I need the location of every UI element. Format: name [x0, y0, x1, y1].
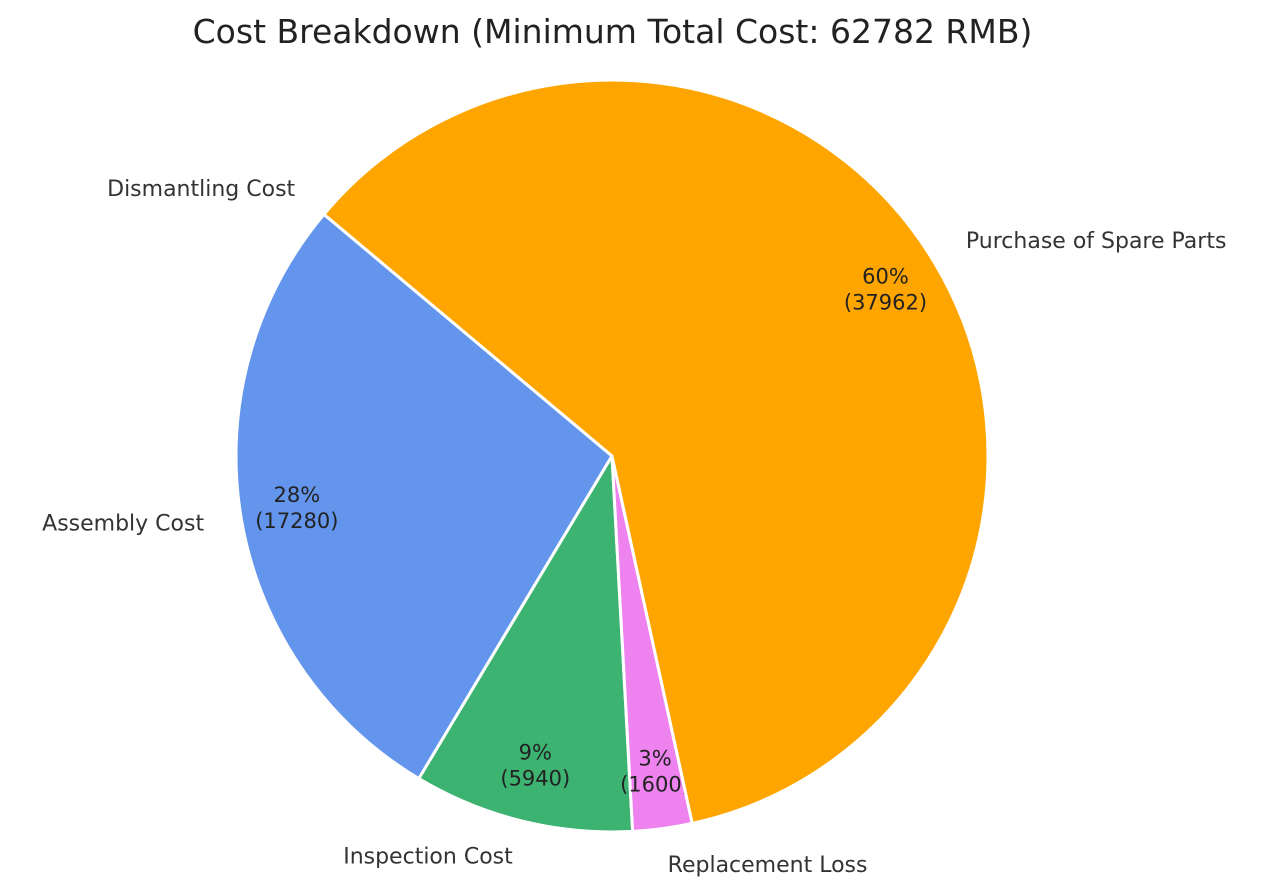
slice-assembly-cost [234, 212, 614, 781]
percent-label-replacement-loss: 3% [638, 747, 671, 771]
chart-title: Cost Breakdown (Minimum Total Cost: 6278… [192, 12, 1033, 51]
percent-label-assembly-cost: 28% [273, 483, 320, 507]
value-label-replacement-loss: (1600) [620, 773, 690, 797]
percent-label-purchase-of-spare-parts: 60% [862, 265, 909, 289]
slice-label-inspection-cost: Inspection Cost [343, 845, 513, 870]
slice-label-dismantling-cost: Dismantling Cost [107, 177, 295, 202]
value-label-assembly-cost: (17280) [255, 509, 338, 533]
percent-label-inspection-cost: 9% [519, 740, 552, 764]
value-label-purchase-of-spare-parts: (37962) [844, 291, 927, 315]
slice-purchase-of-spare-parts [321, 78, 990, 826]
slice-inspection-cost [416, 451, 635, 834]
slice-label-assembly-cost: Assembly Cost [42, 512, 204, 537]
slice-label-replacement-loss: Replacement Loss [668, 853, 868, 878]
slice-label-purchase-of-spare-parts: Purchase of Spare Parts [966, 229, 1227, 254]
value-label-inspection-cost: (5940) [500, 766, 570, 790]
